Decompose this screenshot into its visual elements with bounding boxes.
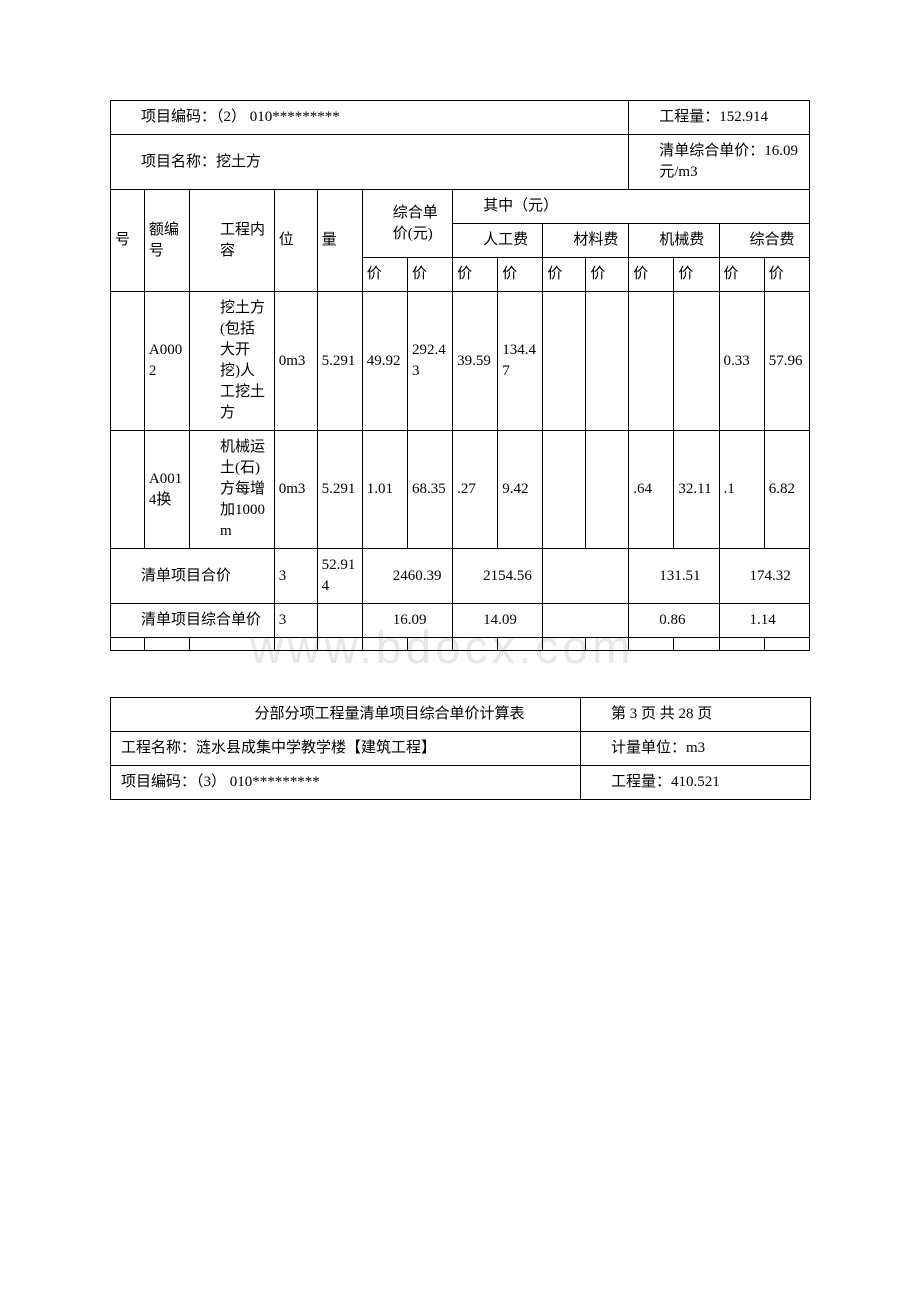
cell: 14.09	[453, 604, 543, 638]
cell: 131.51	[629, 549, 719, 604]
main-table: 项目编码：（2） 010********* 工程量：152.914 项目名称：挖…	[110, 100, 810, 651]
cell: 6.82	[764, 431, 809, 549]
cell: 3	[274, 604, 317, 638]
cell: A0014换	[144, 431, 189, 549]
cell	[111, 431, 145, 549]
sum-label: 清单项目综合单价	[111, 604, 275, 638]
sum-row: 清单项目合价 3 52.914 2460.39 2154.56 131.51 1…	[111, 549, 810, 604]
table-row: A0014换 机械运土(石)方每增加1000m 0m3 5.291 1.01 6…	[111, 431, 810, 549]
cell: 292.43	[407, 292, 452, 431]
cell: 0m3	[274, 292, 317, 431]
cell: 1.01	[362, 431, 407, 549]
hdr-material: 材料费	[543, 224, 629, 258]
cell: 5.291	[317, 431, 362, 549]
cell: 0m3	[274, 431, 317, 549]
sub-table: 分部分项工程量清单项目综合单价计算表 第 3 页 共 28 页 工程名称：涟水县…	[110, 697, 811, 800]
cell: .64	[629, 431, 674, 549]
cell: 2154.56	[453, 549, 543, 604]
hdr-comprehensive: 综合单价(元)	[362, 190, 452, 258]
cell: 68.35	[407, 431, 452, 549]
cell: 134.47	[498, 292, 543, 431]
cell: 174.32	[719, 549, 809, 604]
cell	[543, 604, 629, 638]
hdr-sub: 价	[407, 258, 452, 292]
hdr-content: 工程内容	[190, 190, 275, 292]
cell	[543, 292, 586, 431]
hdr-sub: 价	[629, 258, 674, 292]
hdr-unit: 位	[274, 190, 317, 292]
cell: 挖土方(包括大开挖)人工挖土方	[190, 292, 275, 431]
hdr-sub: 价	[764, 258, 809, 292]
t2-projname: 工程名称：涟水县成集中学教学楼【建筑工程】	[111, 732, 581, 766]
empty-row	[111, 638, 810, 651]
unit-price: 清单综合单价：16.09 元/m3	[629, 135, 810, 190]
cell: 0.33	[719, 292, 764, 431]
cell	[586, 292, 629, 431]
hdr-breakdown: 其中（元）	[453, 190, 810, 224]
sum-label: 清单项目合价	[111, 549, 275, 604]
cell: A0002	[144, 292, 189, 431]
hdr-no: 号	[111, 190, 145, 292]
hdr-machine: 机械费	[629, 224, 719, 258]
hdr-sub: 价	[498, 258, 543, 292]
hdr-labor: 人工费	[453, 224, 543, 258]
hdr-total: 综合费	[719, 224, 809, 258]
project-code: 项目编码：（2） 010*********	[111, 101, 629, 135]
table-row: A0002 挖土方(包括大开挖)人工挖土方 0m3 5.291 49.92 29…	[111, 292, 810, 431]
t2-title: 分部分项工程量清单项目综合单价计算表	[251, 698, 581, 732]
cell	[543, 549, 629, 604]
cell	[586, 431, 629, 549]
t2-qty: 工程量：410.521	[581, 766, 811, 800]
cell: 16.09	[362, 604, 452, 638]
t2-unit: 计量单位：m3	[581, 732, 811, 766]
hdr-sub: 价	[453, 258, 498, 292]
cell	[629, 292, 674, 431]
cell: .1	[719, 431, 764, 549]
cell: .27	[453, 431, 498, 549]
hdr-sub: 价	[543, 258, 586, 292]
project-name: 项目名称：挖土方	[111, 135, 629, 190]
cell: 49.92	[362, 292, 407, 431]
cell	[543, 431, 586, 549]
hdr-code: 额编号	[144, 190, 189, 292]
cell: 机械运土(石)方每增加1000m	[190, 431, 275, 549]
cell: 3	[274, 549, 317, 604]
hdr-qty: 量	[317, 190, 362, 292]
hdr-sub: 价	[719, 258, 764, 292]
cell: 2460.39	[362, 549, 452, 604]
cell: 1.14	[719, 604, 809, 638]
cell: 57.96	[764, 292, 809, 431]
hdr-sub: 价	[586, 258, 629, 292]
cell	[674, 292, 719, 431]
t2-code: 项目编码：（3） 010*********	[111, 766, 581, 800]
cell: 39.59	[453, 292, 498, 431]
project-qty: 工程量：152.914	[629, 101, 810, 135]
hdr-sub: 价	[362, 258, 407, 292]
cell: 9.42	[498, 431, 543, 549]
t2-page: 第 3 页 共 28 页	[581, 698, 811, 732]
cell: 5.291	[317, 292, 362, 431]
hdr-sub: 价	[674, 258, 719, 292]
cell	[317, 604, 362, 638]
sum-row: 清单项目综合单价 3 16.09 14.09 0.86 1.14	[111, 604, 810, 638]
cell: 32.11	[674, 431, 719, 549]
cell: 52.914	[317, 549, 362, 604]
cell	[111, 292, 145, 431]
cell: 0.86	[629, 604, 719, 638]
